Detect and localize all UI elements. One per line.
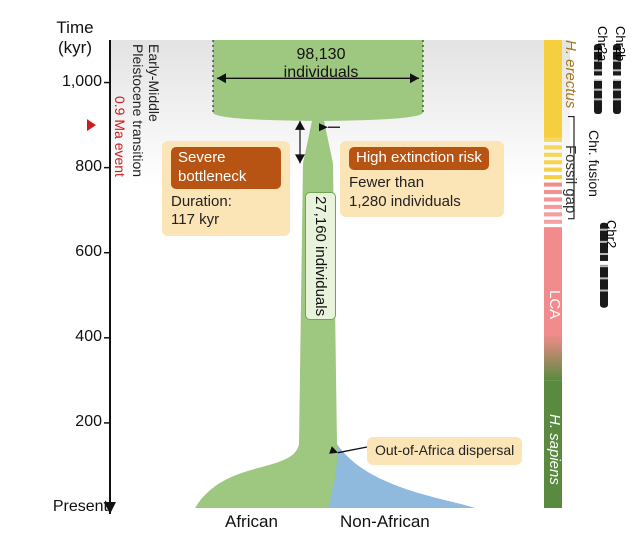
severe-b1: Duration:	[171, 193, 232, 210]
ooa-text: Out-of-Africa dispersal	[375, 442, 514, 458]
bottom-nonafrican: Non-African	[340, 512, 430, 532]
pop-top-label: 98,130 individuals	[262, 46, 380, 82]
transition-label: Early-Middle Pleistocene transition	[130, 44, 162, 177]
severe-box: Severe bottleneck Duration: 117 kyr	[162, 141, 290, 236]
severe-head: Severe bottleneck	[171, 147, 281, 189]
pop-top-w: individuals	[284, 64, 359, 81]
pop-top-n: 98,130	[297, 46, 346, 63]
chr-fusion-label: Chr. fusion	[586, 130, 602, 197]
tick-800: 800	[42, 158, 102, 176]
ooa-box: Out-of-Africa dispersal	[367, 437, 522, 465]
tick-400: 400	[42, 328, 102, 346]
transition-l1: Early-Middle	[146, 44, 162, 122]
risk-b2: 1,280 individuals	[349, 193, 461, 210]
present-label: Present	[36, 498, 108, 516]
risk-head: High extinction risk	[349, 147, 489, 170]
tick-200: 200	[42, 413, 102, 431]
risk-b1: Fewer than	[349, 174, 424, 191]
chr2-label: Chr2	[604, 220, 619, 248]
chr2b-label: Chr2b	[613, 26, 628, 61]
chr2a-label: Chr2a	[595, 26, 610, 61]
erectus-label: H. erectus	[562, 40, 579, 108]
severe-b2: 117 kyr	[171, 211, 219, 228]
event-marker-icon	[87, 119, 96, 131]
tick-1000: 1,000	[42, 73, 102, 91]
tick-600: 600	[42, 243, 102, 261]
risk-box: High extinction risk Fewer than 1,280 in…	[340, 141, 504, 217]
transition-l2: Pleistocene transition	[130, 44, 146, 177]
bottom-african: African	[225, 512, 278, 532]
fossilgap-label: Fossil gap	[562, 145, 579, 213]
pop-mid-label: 27,160 individuals	[305, 192, 336, 320]
event-label: 0.9 Ma event	[112, 96, 128, 177]
lca-label: LCA	[546, 290, 563, 319]
sapiens-label: H. sapiens	[546, 414, 563, 485]
